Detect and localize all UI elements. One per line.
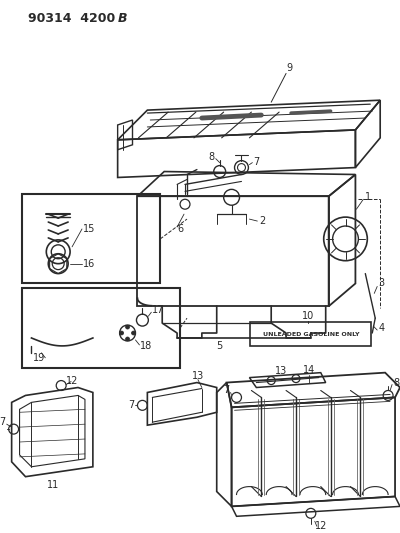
Bar <box>22 288 180 368</box>
Text: 1: 1 <box>365 192 372 203</box>
Text: 8: 8 <box>209 152 215 161</box>
Text: 12: 12 <box>315 521 327 531</box>
Circle shape <box>132 331 136 335</box>
Text: 10: 10 <box>302 311 314 321</box>
Text: 9: 9 <box>286 63 292 74</box>
Text: 19: 19 <box>34 353 46 363</box>
Text: UNLEADED GASOLINE ONLY: UNLEADED GASOLINE ONLY <box>262 332 359 336</box>
Text: 17: 17 <box>152 305 165 315</box>
Text: 16: 16 <box>83 259 95 269</box>
Text: B: B <box>118 12 127 26</box>
Text: 4: 4 <box>378 323 384 333</box>
Circle shape <box>120 331 124 335</box>
Text: 13: 13 <box>192 370 204 381</box>
Text: 2: 2 <box>259 216 266 226</box>
Text: 14: 14 <box>303 365 315 375</box>
Text: 7: 7 <box>223 385 230 395</box>
Text: 18: 18 <box>140 341 153 351</box>
Text: 90314  4200: 90314 4200 <box>28 12 116 26</box>
Circle shape <box>126 325 130 329</box>
Text: 15: 15 <box>83 224 95 234</box>
Circle shape <box>126 337 130 341</box>
Text: 6: 6 <box>177 224 183 234</box>
Text: 7: 7 <box>253 157 260 167</box>
Text: 7: 7 <box>0 417 6 427</box>
Text: 5: 5 <box>216 341 223 351</box>
Text: 11: 11 <box>47 480 59 490</box>
Text: 3: 3 <box>378 278 384 288</box>
Text: 12: 12 <box>66 376 78 385</box>
Text: 13: 13 <box>275 366 287 376</box>
Text: 7: 7 <box>128 400 134 410</box>
Text: 8: 8 <box>393 377 399 387</box>
Bar <box>22 195 160 284</box>
